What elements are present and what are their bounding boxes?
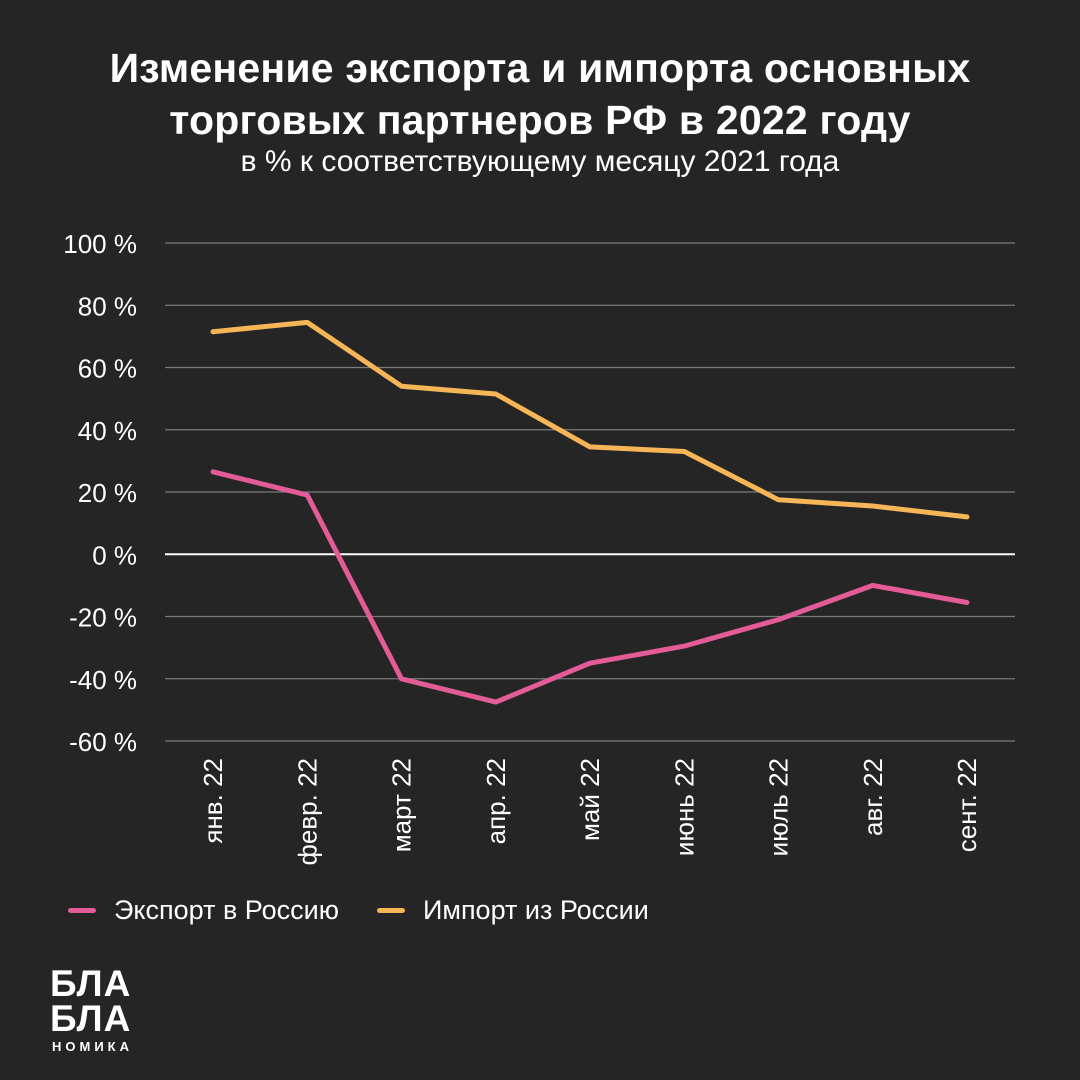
logo-line-1: БЛА [50,963,132,1004]
x-tick-label: июнь 22 [669,758,699,856]
y-tick-label: 80 % [78,291,137,321]
chart-legend: Экспорт в Россию Импорт из России [68,890,687,930]
legend-label-export: Экспорт в Россию [114,894,339,925]
x-tick-label: февр. 22 [292,758,322,866]
x-tick-label: апр. 22 [481,758,511,844]
brand-logo: БЛА БЛА НОМИКА [50,963,160,1055]
legend-swatch-import [376,907,405,913]
y-tick-label: -40 % [69,665,137,695]
x-tick-label: март 22 [387,758,417,852]
y-tick-label: -60 % [69,727,137,757]
title-line-2: торговых партнеров РФ в 2022 году [169,97,911,143]
legend-item-import: Импорт из России [376,894,649,926]
x-tick-label: сент. 22 [952,758,982,852]
y-tick-label: -20 % [69,603,137,633]
series-line-export [210,469,970,705]
y-tick-label: 0 % [92,540,137,570]
legend-swatch-export [68,907,96,913]
x-tick-label: июль 22 [764,758,794,856]
x-tick-label: янв. 22 [198,758,228,844]
logo-line-3: НОМИКА [52,1039,133,1054]
legend-item-export: Экспорт в Россию [68,895,339,926]
x-tick-label: авг. 22 [858,758,888,836]
x-tick-label: май 22 [575,758,605,841]
y-tick-label: 60 % [78,354,137,384]
series-line-import [210,319,970,520]
y-tick-label: 20 % [78,478,137,508]
chart-subtitle: в % к соответствующему месяцу 2021 года [240,145,840,178]
title-line-1: Изменение экспорта и импорта основных [109,45,971,91]
y-tick-label: 40 % [78,416,137,446]
y-tick-label: 100 % [63,229,137,259]
legend-label-import: Импорт из России [422,894,649,925]
chart-title: Изменение экспорта и импорта основных то… [0,42,1080,146]
logo-line-2: БЛА [50,998,132,1039]
